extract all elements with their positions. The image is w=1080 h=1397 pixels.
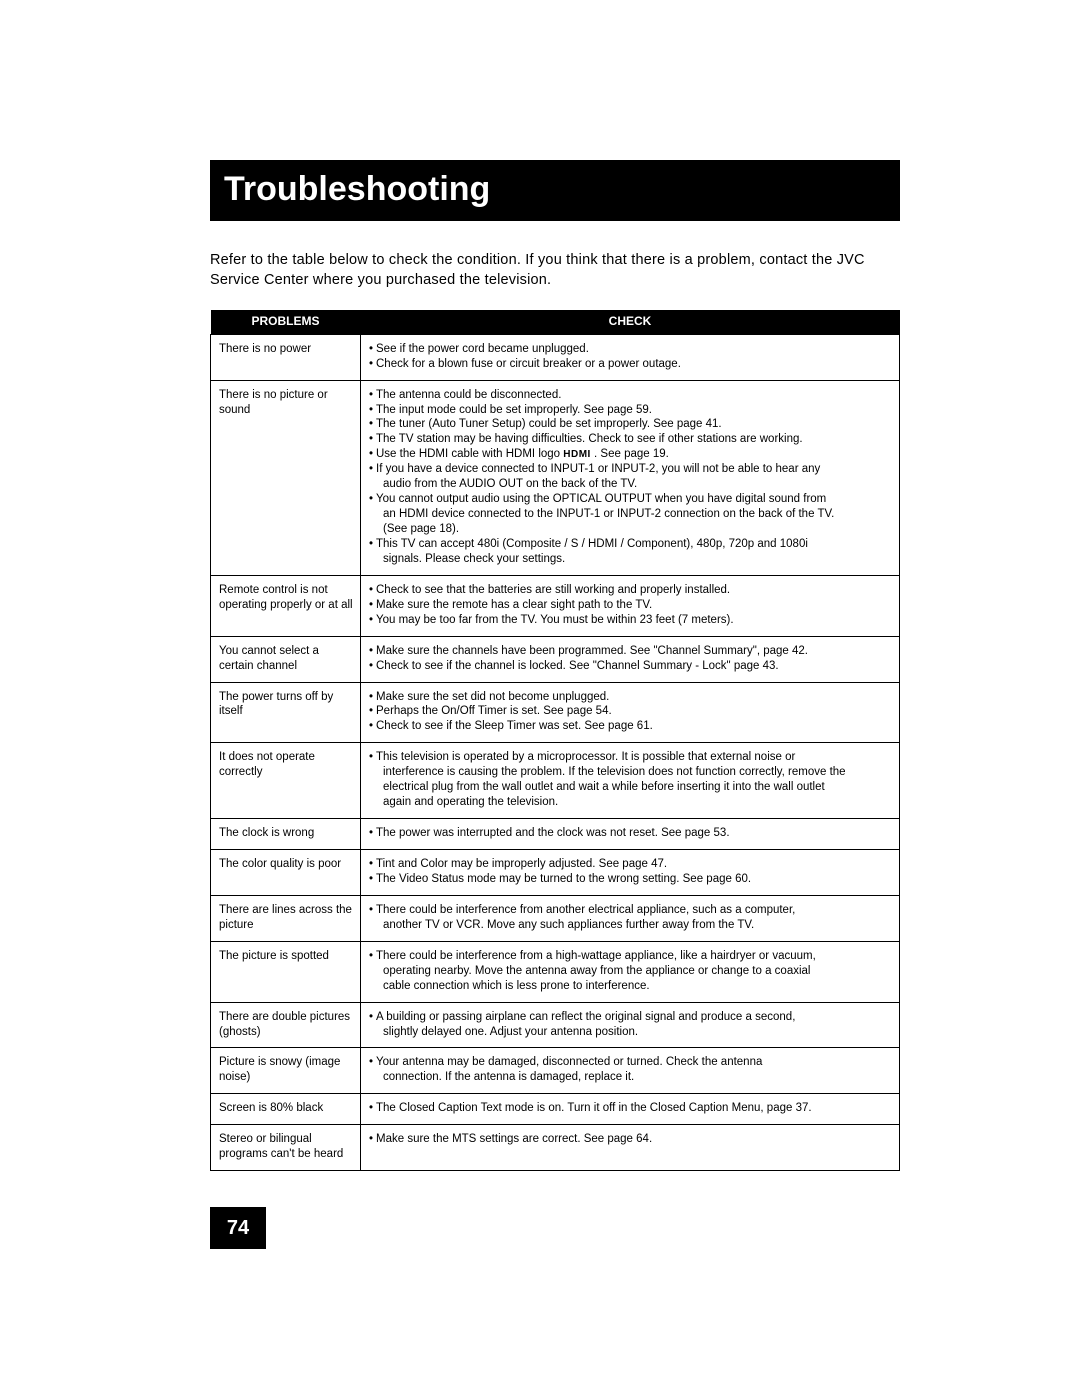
hdmi-logo-icon: HDMI <box>563 449 591 460</box>
check-line: signals. Please check your settings. <box>369 552 891 567</box>
check-cell: The Closed Caption Text mode is on. Turn… <box>361 1094 900 1125</box>
check-line: (See page 18). <box>369 522 891 537</box>
intro-paragraph: Refer to the table below to check the co… <box>210 251 900 290</box>
check-cell: Your antenna may be damaged, disconnecte… <box>361 1048 900 1094</box>
check-line: Your antenna may be damaged, disconnecte… <box>369 1055 891 1070</box>
problem-cell: It does not operate correctly <box>211 743 361 819</box>
check-line: There could be interference from a high-… <box>369 949 891 964</box>
check-line: Check to see if the channel is locked. S… <box>369 659 891 674</box>
check-line: operating nearby. Move the antenna away … <box>369 964 891 979</box>
table-row: Stereo or bilingual programs can't be he… <box>211 1125 900 1171</box>
check-line: The power was interrupted and the clock … <box>369 826 891 841</box>
check-line: You cannot output audio using the OPTICA… <box>369 492 891 507</box>
problem-cell: There is no picture or sound <box>211 380 361 575</box>
check-line: The antenna could be disconnected. <box>369 388 891 403</box>
check-cell: Check to see that the batteries are stil… <box>361 575 900 636</box>
problem-cell: Screen is 80% black <box>211 1094 361 1125</box>
table-row: Remote control is not operating properly… <box>211 575 900 636</box>
check-line: slightly delayed one. Adjust your antenn… <box>369 1025 891 1040</box>
check-line: The tuner (Auto Tuner Setup) could be se… <box>369 417 891 432</box>
table-row: The power turns off by itself Make sure t… <box>211 682 900 743</box>
page-number: 74 <box>210 1207 266 1249</box>
table-row: There is no picture or soundThe antenna … <box>211 380 900 575</box>
check-line: Make sure the remote has a clear sight p… <box>369 598 891 613</box>
check-cell: Make sure the channels have been program… <box>361 636 900 682</box>
check-line: Make sure the set did not become unplugg… <box>369 690 891 705</box>
check-line: The input mode could be set improperly. … <box>369 403 891 418</box>
check-line: cable connection which is less prone to … <box>369 979 891 994</box>
check-line: another TV or VCR. Move any such applian… <box>369 918 891 933</box>
check-line: The Closed Caption Text mode is on. Turn… <box>369 1101 891 1116</box>
problem-cell: The color quality is poor <box>211 850 361 896</box>
problem-cell: The clock is wrong <box>211 819 361 850</box>
problem-cell: The picture is spotted <box>211 941 361 1002</box>
check-cell: The power was interrupted and the clock … <box>361 819 900 850</box>
table-row: There are double pictures (ghosts) A buil… <box>211 1002 900 1048</box>
check-cell: Make sure the set did not become unplugg… <box>361 682 900 743</box>
problem-cell: Picture is snowy (image noise) <box>211 1048 361 1094</box>
check-line: This TV can accept 480i (Composite / S /… <box>369 537 891 552</box>
check-line: connection. If the antenna is damaged, r… <box>369 1070 891 1085</box>
check-cell: See if the power cord became unplugged.C… <box>361 334 900 380</box>
table-row: The picture is spotted There could be int… <box>211 941 900 1002</box>
column-header-check: CHECK <box>361 310 900 334</box>
check-line: If you have a device connected to INPUT-… <box>369 462 891 477</box>
check-line: The Video Status mode may be turned to t… <box>369 872 891 887</box>
check-line: Check to see that the batteries are stil… <box>369 583 891 598</box>
check-line: Check for a blown fuse or circuit breake… <box>369 357 891 372</box>
table-row: It does not operate correctly This televi… <box>211 743 900 819</box>
table-row: There are lines across the picture There … <box>211 895 900 941</box>
page-title: Troubleshooting <box>210 160 900 221</box>
check-line: Make sure the channels have been program… <box>369 644 891 659</box>
check-cell: There could be interference from a high-… <box>361 941 900 1002</box>
check-line: an HDMI device connected to the INPUT-1 … <box>369 507 891 522</box>
check-cell: The antenna could be disconnected.The in… <box>361 380 900 575</box>
check-line: Make sure the MTS settings are correct. … <box>369 1132 891 1147</box>
check-line: Use the HDMI cable with HDMI logo HDMI .… <box>369 447 891 462</box>
check-line: electrical plug from the wall outlet and… <box>369 780 891 795</box>
check-cell: There could be interference from another… <box>361 895 900 941</box>
troubleshooting-table: PROBLEMS CHECK There is no powerSee if t… <box>210 310 900 1171</box>
problem-cell: There are lines across the picture <box>211 895 361 941</box>
check-line: See if the power cord became unplugged. <box>369 342 891 357</box>
check-line: Tint and Color may be improperly adjuste… <box>369 857 891 872</box>
check-cell: A building or passing airplane can refle… <box>361 1002 900 1048</box>
table-row: You cannot select a certain channel Make … <box>211 636 900 682</box>
check-line: Perhaps the On/Off Timer is set. See pag… <box>369 704 891 719</box>
table-row: Picture is snowy (image noise) Your anten… <box>211 1048 900 1094</box>
problem-cell: Stereo or bilingual programs can't be he… <box>211 1125 361 1171</box>
problem-cell: There is no power <box>211 334 361 380</box>
check-line: Check to see if the Sleep Timer was set.… <box>369 719 891 734</box>
column-header-problems: PROBLEMS <box>211 310 361 334</box>
table-row: The clock is wrong The power was interrup… <box>211 819 900 850</box>
check-line: again and operating the television. <box>369 795 891 810</box>
check-line: interference is causing the problem. If … <box>369 765 891 780</box>
document-page: Troubleshooting Refer to the table below… <box>0 0 1080 1289</box>
check-line: This television is operated by a micropr… <box>369 750 891 765</box>
check-line: A building or passing airplane can refle… <box>369 1010 891 1025</box>
check-cell: Make sure the MTS settings are correct. … <box>361 1125 900 1171</box>
check-cell: Tint and Color may be improperly adjuste… <box>361 850 900 896</box>
check-cell: This television is operated by a micropr… <box>361 743 900 819</box>
check-line: You may be too far from the TV. You must… <box>369 613 891 628</box>
table-row: Screen is 80% black The Closed Caption Te… <box>211 1094 900 1125</box>
problem-cell: You cannot select a certain channel <box>211 636 361 682</box>
table-row: There is no powerSee if the power cord b… <box>211 334 900 380</box>
problem-cell: Remote control is not operating properly… <box>211 575 361 636</box>
problem-cell: The power turns off by itself <box>211 682 361 743</box>
check-line: audio from the AUDIO OUT on the back of … <box>369 477 891 492</box>
check-line: The TV station may be having difficultie… <box>369 432 891 447</box>
check-line: There could be interference from another… <box>369 903 891 918</box>
problem-cell: There are double pictures (ghosts) <box>211 1002 361 1048</box>
table-row: The color quality is poor Tint and Color … <box>211 850 900 896</box>
